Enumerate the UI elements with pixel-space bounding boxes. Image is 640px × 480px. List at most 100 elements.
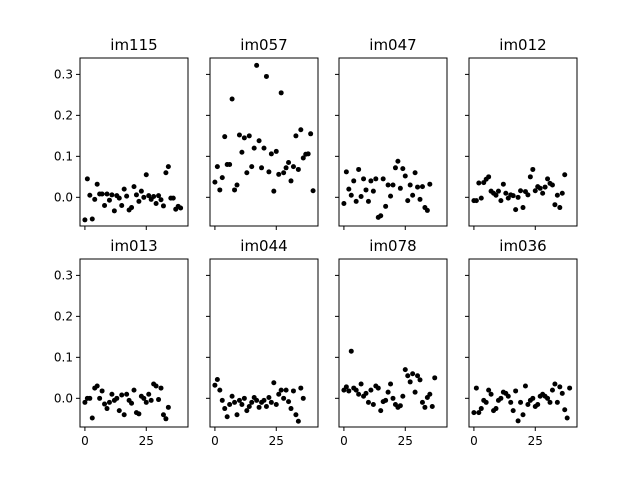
data-point [246,133,252,139]
x-tick-label: 25 [269,434,284,448]
data-point [415,373,421,379]
data-point [278,387,284,393]
data-point [148,397,154,403]
data-point [109,192,115,198]
data-point [486,174,492,180]
data-point [540,190,546,196]
data-point [271,380,277,386]
data-point [102,203,108,209]
data-point [412,170,418,176]
data-point [217,387,223,393]
data-point [400,166,406,172]
panel-title: im012 [499,36,546,54]
data-point [94,383,100,389]
data-point [276,391,282,397]
axes-frame [468,57,578,227]
data-point [239,401,245,407]
data-point [365,399,371,405]
data-point [281,170,287,176]
data-point [405,198,411,204]
data-point [554,399,560,405]
data-point [219,397,225,403]
data-point [298,127,304,133]
data-point [278,90,284,96]
data-point [365,198,371,204]
data-point [478,195,484,201]
data-point [348,192,354,198]
panels: im115 0.0 0.1 0.2 0.3 im057 im047 im012 im013 0.0… [54,36,578,448]
data-point [163,416,169,422]
data-point [537,185,543,191]
data-point [244,170,250,176]
axes-frame [79,57,189,227]
data-point [246,404,252,410]
data-point [295,418,301,424]
data-point [518,188,524,194]
axes-frame [79,258,189,428]
data-point [510,193,516,199]
axes-frame [209,258,319,428]
data-point [305,151,311,157]
data-point [422,404,428,410]
data-point [508,399,514,405]
data-point [368,387,374,393]
data-point [261,145,267,151]
data-point [273,401,279,407]
x-tick-label: 0 [81,434,89,448]
data-point [271,188,277,194]
data-point [129,400,135,406]
data-point [498,198,504,204]
data-point [214,164,220,170]
data-point [160,412,166,418]
data-point [249,399,255,405]
data-point [495,188,501,194]
data-point [239,149,245,155]
data-point [146,193,152,199]
data-point [410,192,416,198]
data-point [158,197,164,203]
panel-im044: im044 0 25 [206,237,319,448]
y-tick-label: 0.1 [54,149,73,163]
data-point [136,198,142,204]
data-point [82,399,88,405]
data-point [254,397,260,403]
data-point [547,399,553,405]
data-point [390,395,396,401]
x-tick-label: 0 [470,434,478,448]
data-point [286,159,292,165]
data-point [385,389,391,395]
data-point [375,385,381,391]
y-tick-label: 0.3 [54,67,73,81]
data-point [256,138,262,144]
y-tick-label: 0.2 [54,108,73,122]
data-point [136,411,142,417]
data-point [116,408,122,414]
y-tick-label: 0.0 [54,391,73,405]
data-point [261,397,267,403]
data-point [138,188,144,194]
data-point [259,165,265,171]
panel-title: im078 [369,237,416,255]
data-point [143,172,149,178]
data-point [273,148,279,154]
data-point [131,387,137,393]
data-point [493,192,499,198]
data-point [353,387,359,393]
data-point [263,404,269,410]
data-point [222,406,228,412]
panel-title: im047 [369,36,416,54]
data-point [241,135,247,141]
data-point [545,176,551,182]
data-point [119,203,125,209]
data-point [111,208,117,214]
data-point [510,408,516,414]
data-point [412,389,418,395]
data-point [236,132,242,138]
data-point [104,191,110,197]
data-point [116,195,122,201]
data-point [129,205,135,211]
data-point [124,391,130,397]
data-point [268,151,274,157]
data-point [156,193,162,199]
